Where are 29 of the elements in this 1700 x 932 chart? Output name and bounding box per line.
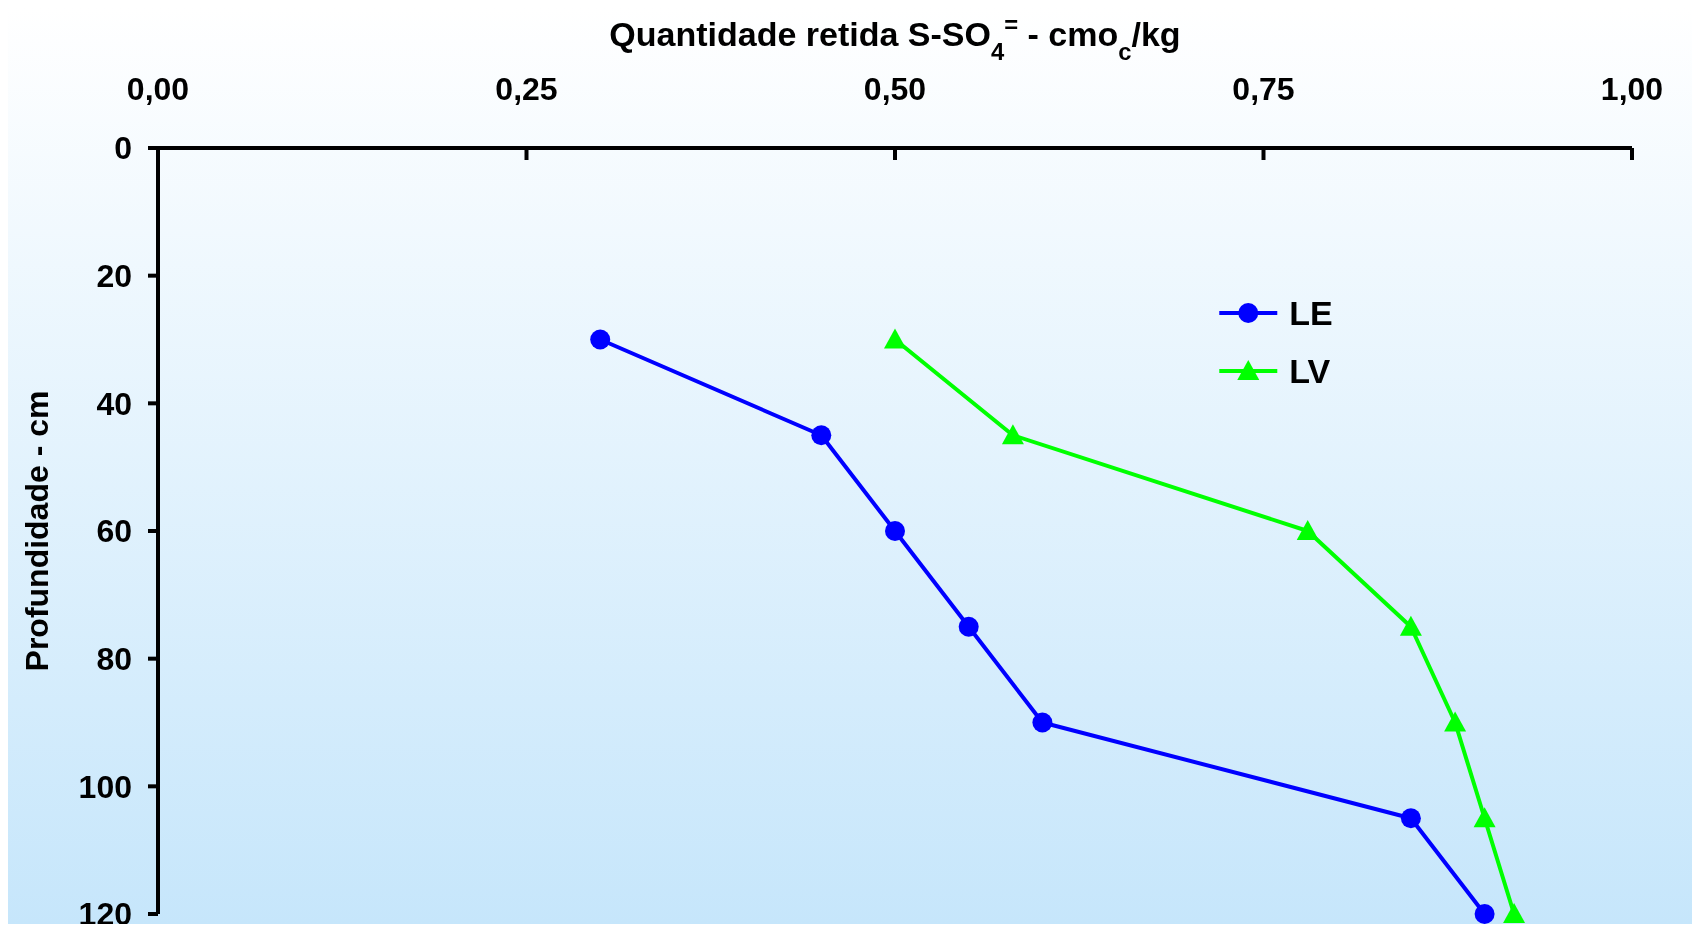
point	[1032, 712, 1053, 733]
x-axis-title: Quantidade retida S-SO$_{4}$$^{=}$ - cmo$_{c}$/kg	[609, 10, 1181, 65]
point	[1503, 903, 1526, 923]
point	[1444, 711, 1467, 732]
x-tick-label: 0,25	[495, 71, 558, 107]
point	[590, 329, 611, 350]
point	[885, 521, 905, 541]
point	[1399, 615, 1422, 636]
legend-label: LV	[1289, 351, 1331, 390]
point	[1001, 424, 1024, 445]
point	[884, 328, 906, 349]
point	[811, 425, 832, 446]
x-tick-label: 1,00	[1600, 71, 1664, 107]
point	[1400, 808, 1421, 829]
y-tick-label: 40	[96, 385, 132, 422]
legend-label: LE	[1289, 293, 1333, 332]
x-tick-label: 0,00	[126, 71, 190, 107]
y-tick-label: 20	[96, 257, 132, 294]
point	[1296, 520, 1319, 540]
x-tick-label: 0,75	[1232, 71, 1295, 107]
y-tick-label: 100	[78, 768, 132, 805]
y-axis-title: Profundidade - cm	[19, 390, 55, 672]
point	[958, 616, 979, 637]
y-tick-label: 60	[96, 513, 132, 550]
y-tick-label: 0	[114, 130, 132, 167]
point	[1473, 807, 1496, 828]
y-tick-label: 80	[96, 640, 132, 677]
point	[1474, 904, 1495, 924]
x-tick-label: 0,50	[863, 71, 927, 107]
